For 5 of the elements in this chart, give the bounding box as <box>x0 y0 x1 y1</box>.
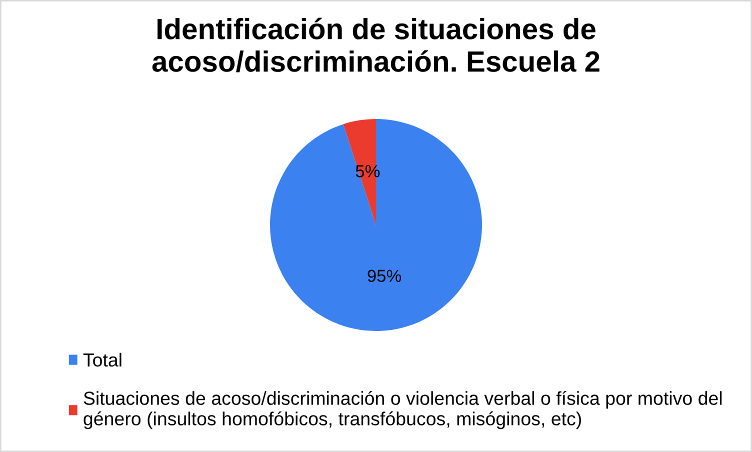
legend-label: Situaciones de acoso/discriminación o violencia verbal o física por motivo del género (insultos homofóbicos, transfóbucos, misóginos, etc) <box>84 390 722 430</box>
pie-slice <box>270 119 482 331</box>
chart-title: Identificación de situaciones de acoso/discriminación. Escuela 2 <box>152 18 600 72</box>
data-label: 95% <box>368 270 402 282</box>
legend-label: Total <box>83 352 122 367</box>
